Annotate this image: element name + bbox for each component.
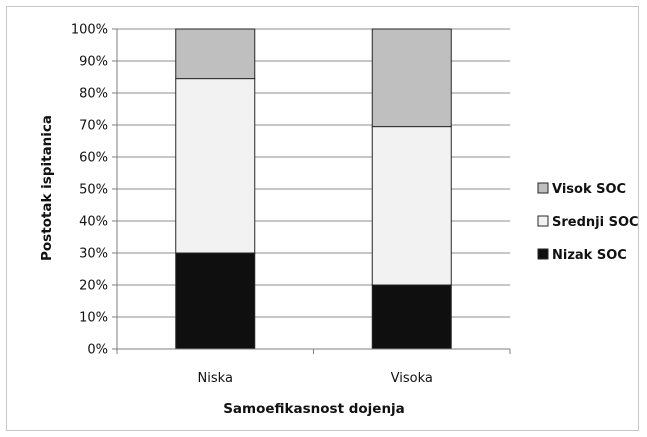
legend-label: Nizak SOC	[552, 248, 627, 263]
y-tick-label: 30%	[79, 247, 108, 262]
y-tick-label: 60%	[79, 151, 108, 166]
y-tick-label: 100%	[71, 23, 108, 38]
y-tick-label: 50%	[79, 183, 108, 198]
bar-segment-srednji-soc	[175, 78, 256, 254]
legend-swatch	[537, 248, 549, 260]
y-tick-label: 10%	[79, 311, 108, 326]
y-tick-label: 70%	[79, 119, 108, 134]
bar-segment-srednji-soc	[371, 126, 452, 286]
y-axis-title: Postotak ispitanica	[39, 115, 55, 261]
y-tick-label: 40%	[79, 215, 108, 230]
legend-label: Srednji SOC	[552, 215, 639, 230]
legend-label: Visok SOC	[552, 182, 626, 197]
bar-segment-visok-soc	[371, 28, 452, 128]
y-tick-label: 90%	[79, 55, 108, 70]
axes	[112, 28, 511, 354]
legend: Visok SOC Srednji SOC Nizak SOC	[537, 182, 639, 263]
bar-segment-nizak-soc	[371, 284, 452, 350]
x-category-label: Visoka	[391, 371, 433, 386]
bars	[175, 28, 452, 350]
x-category-label: Niska	[198, 371, 233, 386]
bar-segment-nizak-soc	[175, 252, 256, 350]
legend-swatch	[537, 215, 549, 227]
y-tick-label: 0%	[87, 343, 108, 358]
tick-labels: 0% 10% 20% 30% 40% 50% 60% 70% 80% 90% 100% Niska Vi…	[71, 23, 433, 387]
x-axis-title: Samoefikasnost dojenja	[223, 401, 405, 417]
bar-segment-visok-soc	[175, 28, 256, 80]
legend-swatch	[537, 182, 549, 194]
chart-frame	[6, 6, 639, 431]
y-tick-label: 20%	[79, 279, 108, 294]
y-tick-label: 80%	[79, 87, 108, 102]
